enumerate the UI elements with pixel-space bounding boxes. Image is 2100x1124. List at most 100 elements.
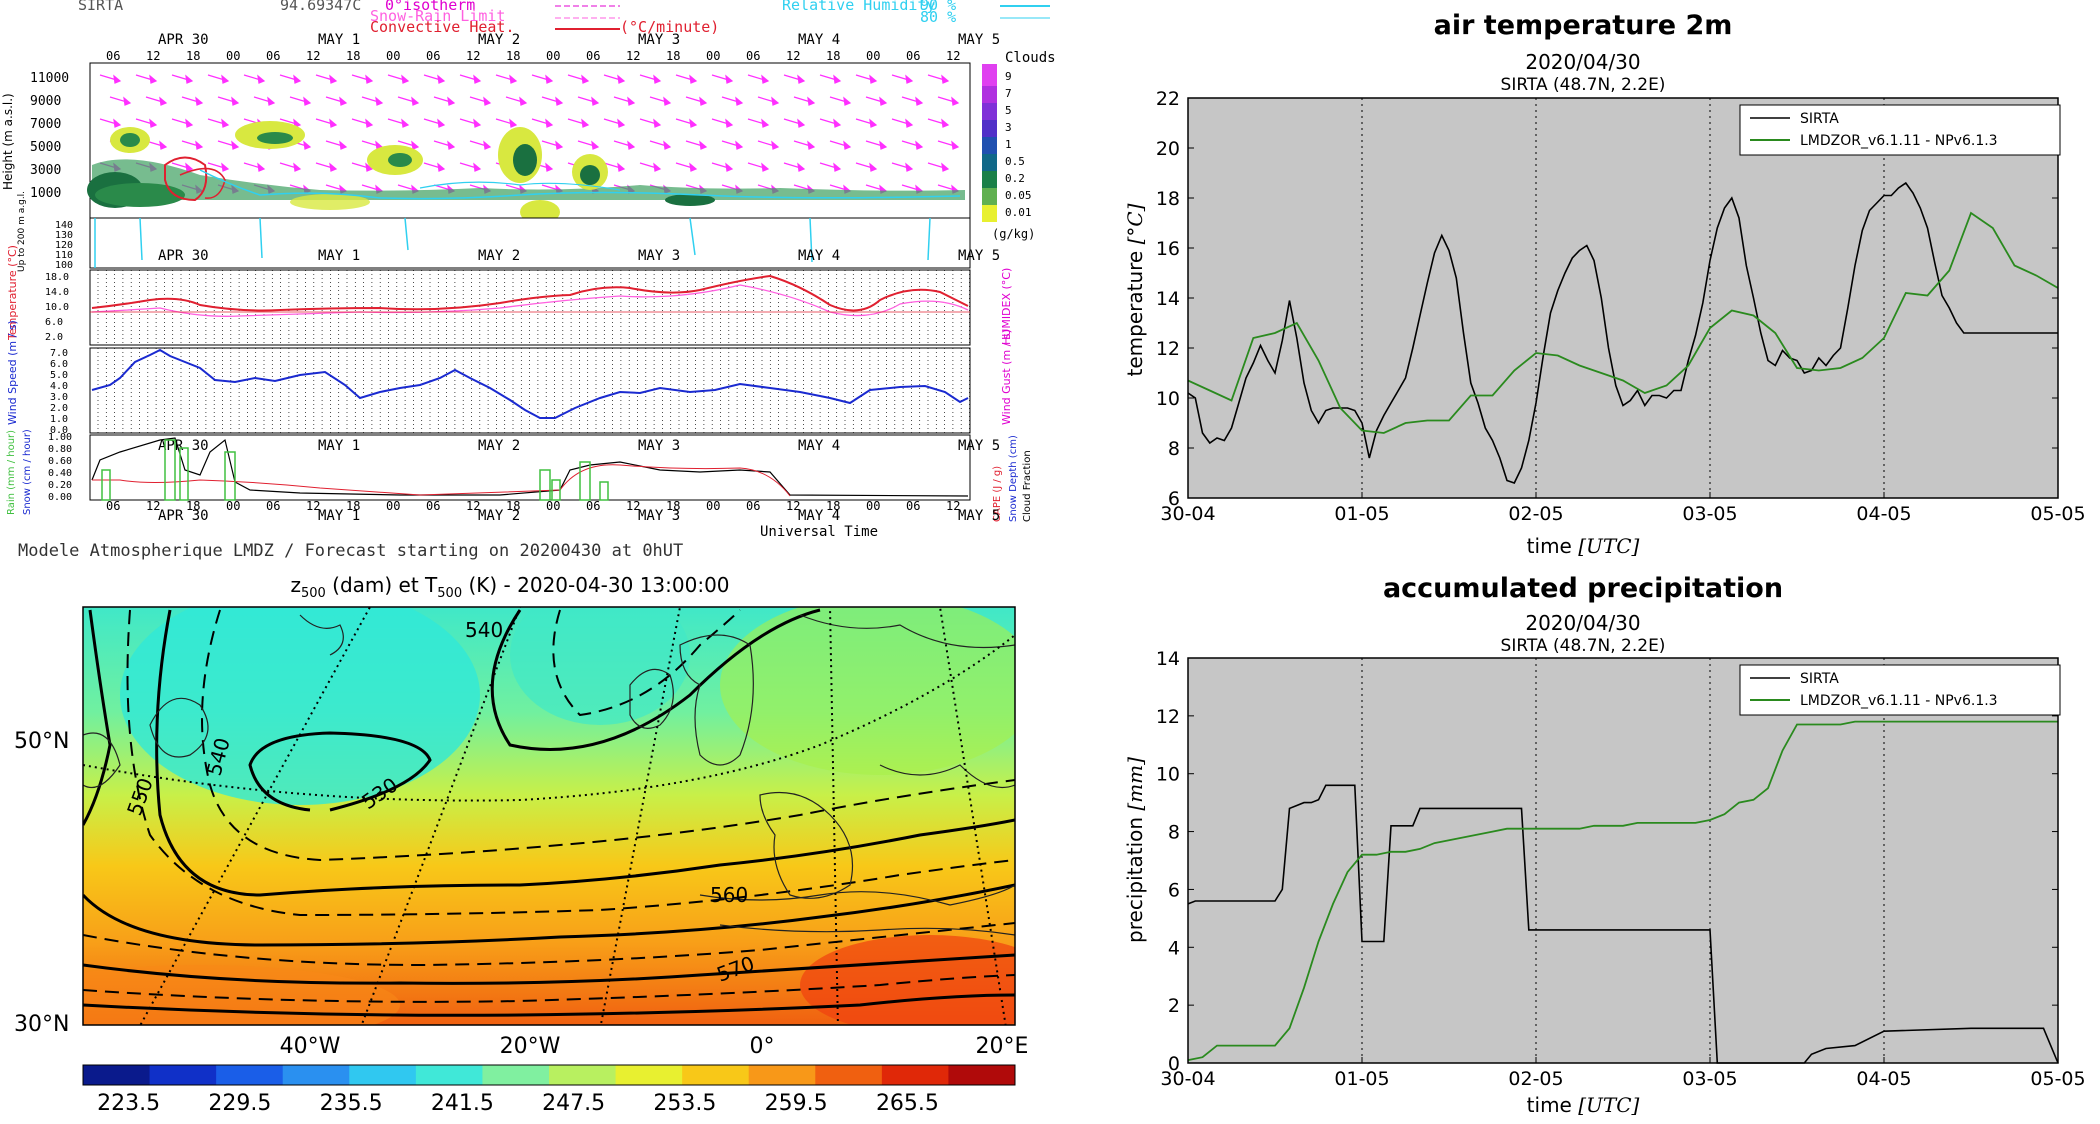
temp-tick: 14.0 bbox=[45, 287, 69, 298]
hour-label: 00 bbox=[866, 499, 880, 513]
legend-isotherm: 0°isotherm bbox=[385, 0, 475, 14]
hour-label: 12 bbox=[146, 499, 160, 513]
low-tick: 120 bbox=[55, 240, 73, 251]
hour-label: 12 bbox=[946, 499, 960, 513]
hour-label: 12 bbox=[466, 499, 480, 513]
hour-label: 00 bbox=[546, 499, 560, 513]
wind-panel: Wind Speed (m / s) Wind Gust (m / s) 7.0… bbox=[6, 320, 1013, 436]
x-tick-label: 04-05 bbox=[1856, 503, 1911, 525]
universal-time-label: Universal Time bbox=[760, 524, 878, 540]
height-tick: 11000 bbox=[30, 71, 69, 86]
plot-area bbox=[1188, 98, 2058, 498]
rain-tick: 0.60 bbox=[48, 456, 72, 467]
hour-label: 06 bbox=[906, 499, 920, 513]
height-tick: 7000 bbox=[30, 117, 61, 132]
lat-label-30n: 30°N bbox=[14, 1012, 69, 1037]
plot-area bbox=[1188, 658, 2058, 1063]
cloud-level-label: 7 bbox=[1005, 87, 1012, 100]
rain-panel: APR 30 MAY 1 MAY 2 MAY 3 MAY 4 MAY 5 Rain (mm… bbox=[6, 429, 1033, 522]
day-label: APR 30 bbox=[158, 32, 209, 48]
hour-label: 06 bbox=[426, 499, 440, 513]
temp-legend-obs: SIRTA bbox=[1800, 111, 1839, 127]
hour-label: 12 bbox=[146, 49, 160, 63]
precip-y-axis-label: precipitation [mm] bbox=[1123, 757, 1147, 943]
clouds-colorbar: Clouds 9 7 5 3 1 0.5 0.2 0.05 0.01 (g/kg) bbox=[982, 50, 1056, 241]
hour-label: 12 bbox=[306, 49, 320, 63]
legend-conv-unit: (°C/minute) bbox=[620, 18, 719, 36]
hour-label: 18 bbox=[346, 499, 360, 513]
station-name: SIRTA bbox=[78, 0, 123, 14]
hour-label: 06 bbox=[746, 49, 760, 63]
map-field: 540 550 540 530 560 570 bbox=[83, 607, 1015, 1025]
station-value: 94.69347C bbox=[280, 0, 361, 14]
hour-label: 06 bbox=[106, 499, 120, 513]
hour-label: 06 bbox=[266, 49, 280, 63]
y-tick-label: 16 bbox=[1156, 238, 1180, 260]
wind-tick: 4.0 bbox=[50, 381, 68, 392]
cloud-level-label: 3 bbox=[1005, 121, 1012, 134]
hour-label: 00 bbox=[386, 49, 400, 63]
y-tick-label: 6 bbox=[1168, 879, 1180, 901]
hour-label: 18 bbox=[186, 499, 200, 513]
day-label: APR 30 bbox=[158, 508, 209, 524]
cloud-level-label: 1 bbox=[1005, 138, 1012, 151]
hour-label: 00 bbox=[226, 49, 240, 63]
day-label: MAY 1 bbox=[318, 32, 360, 48]
colorbar-tick: 229.5 bbox=[208, 1091, 271, 1116]
hour-label: 18 bbox=[826, 49, 840, 63]
temperature-chart-panel: air temperature 2m 2020/04/30 SIRTA (48.… bbox=[1100, 0, 2100, 565]
hour-label: 00 bbox=[386, 499, 400, 513]
cloud-panel: Clouds 9 7 5 3 1 0.5 0.2 0.05 0.01 (g/kg) Height… bbox=[1, 50, 1056, 241]
wind-tick: 3.0 bbox=[50, 392, 68, 403]
hour-label: 00 bbox=[866, 49, 880, 63]
day-label: MAY 4 bbox=[798, 508, 840, 524]
day-label: MAY 4 bbox=[798, 438, 840, 454]
temp-y-axis-label: temperature [°C] bbox=[1123, 203, 1147, 376]
cloud-level-label: 0.5 bbox=[1005, 155, 1025, 168]
temperature-panel: Temperature (°C) HUMIDEX (°C) 18.0 14.0 10… bbox=[6, 245, 1013, 346]
series-line-lmdzor bbox=[1187, 720, 2058, 1061]
cloud-level-label: 0.05 bbox=[1005, 189, 1032, 202]
hour-label: 06 bbox=[426, 49, 440, 63]
legend-rh: Relative Humidity bbox=[782, 0, 936, 14]
hour-label: 18 bbox=[506, 49, 520, 63]
rain-tick: 0.40 bbox=[48, 468, 72, 479]
day-label: MAY 5 bbox=[958, 438, 1000, 454]
day-label: MAY 1 bbox=[318, 508, 360, 524]
day-label: MAY 1 bbox=[318, 248, 360, 264]
temp-legend-model: LMDZOR_v6.1.11 - NPv6.1.3 bbox=[1800, 133, 1998, 149]
wind-tick: 6.0 bbox=[50, 359, 68, 370]
map-svg: z500 (dam) et T500 (K) - 2020-04-30 13:0… bbox=[14, 573, 1028, 1116]
x-tick-label: 02-05 bbox=[1508, 503, 1563, 525]
temp-x-axis-label: time [UTC] bbox=[1527, 534, 1640, 558]
day-label: MAY 1 bbox=[318, 438, 360, 454]
hour-label: 18 bbox=[346, 49, 360, 63]
snow-axis-label: Snow (cm / hour) bbox=[22, 429, 33, 515]
rain-tick: 0.00 bbox=[48, 492, 72, 503]
rain-axis-label: Rain (mm / hour) bbox=[6, 430, 17, 515]
lon-label-20w: 20°W bbox=[500, 1034, 561, 1059]
height-tick: 3000 bbox=[30, 163, 61, 178]
x-tick-label: 01-05 bbox=[1334, 1068, 1389, 1090]
height-tick: 5000 bbox=[30, 140, 61, 155]
precip-x-axis-label: time [UTC] bbox=[1527, 1093, 1640, 1117]
height-axis-label: Height (m a.s.l.) bbox=[1, 93, 15, 190]
hour-label: 06 bbox=[906, 49, 920, 63]
rain-tick: 1.00 bbox=[48, 432, 72, 443]
colorbar-tick: 247.5 bbox=[542, 1091, 605, 1116]
temp-chart-station: SIRTA (48.7N, 2.2E) bbox=[1501, 75, 1666, 95]
cloudfrac-axis-label: Cloud Fraction bbox=[1022, 450, 1033, 522]
x-tick-label: 02-05 bbox=[1508, 1068, 1563, 1090]
y-tick-label: 4 bbox=[1168, 937, 1180, 959]
y-tick-label: 8 bbox=[1168, 438, 1180, 460]
wind-tick: 0.0 bbox=[50, 425, 68, 436]
rain-tick: 0.20 bbox=[48, 480, 72, 491]
colorbar-tick: 223.5 bbox=[97, 1091, 160, 1116]
y-tick-label: 20 bbox=[1156, 138, 1180, 160]
hour-label: 18 bbox=[666, 49, 680, 63]
precip-legend: SIRTA LMDZOR_v6.1.11 - NPv6.1.3 bbox=[1739, 664, 2061, 716]
hour-label: 06 bbox=[266, 499, 280, 513]
hour-label: 06 bbox=[746, 499, 760, 513]
height-tick: 9000 bbox=[30, 94, 61, 109]
